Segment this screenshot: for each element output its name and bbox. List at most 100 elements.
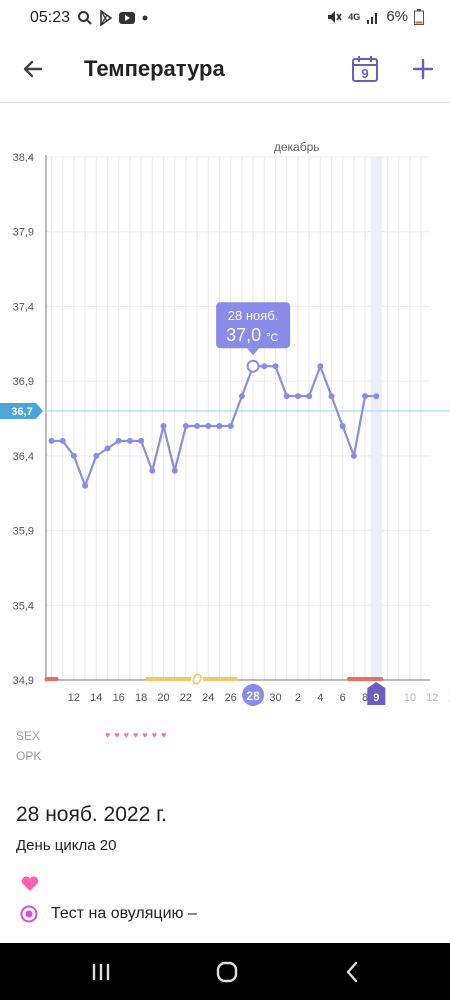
battery-percent: 6% — [386, 8, 408, 25]
y-tick-label: 36,9 — [13, 376, 34, 388]
calendar-day-number: 9 — [361, 66, 368, 81]
x-tick-label: 26 — [225, 692, 237, 704]
temperature-point — [93, 452, 100, 459]
temperature-point — [104, 445, 111, 452]
temperature-point — [126, 437, 133, 444]
system-nav-bar — [0, 943, 450, 1000]
opk-row-label: OPK — [16, 749, 42, 763]
x-tick-label: 24 — [202, 692, 214, 704]
x-tick-label: 6 — [340, 692, 346, 704]
cycle-day: День цикла 20 — [16, 837, 117, 854]
ovulation-test-icon[interactable] — [20, 905, 38, 923]
ovulation-marker — [192, 673, 202, 685]
play-store-icon — [100, 10, 113, 26]
x-tick-label-today: 9 — [373, 692, 379, 704]
youtube-icon — [119, 12, 135, 24]
y-axis-labels: 34,9 35,4 35,9 36,4 36,9 37,4 37,9 38,4 — [13, 152, 34, 687]
y-tick-label: 36,4 — [13, 451, 34, 463]
add-icon[interactable] — [408, 54, 438, 84]
temperature-point — [283, 393, 290, 400]
selected-point — [246, 359, 260, 373]
x-tick-label: 14 — [449, 692, 450, 704]
cover-line-badge: 36,7 — [0, 403, 43, 420]
temperature-point — [59, 437, 66, 444]
y-tick-label: 35,9 — [13, 526, 34, 538]
selected-date: 28 нояб. 2022 г. — [16, 803, 168, 826]
recent-apps-icon[interactable] — [86, 957, 116, 987]
temperature-point — [70, 452, 77, 459]
today-column-highlight — [370, 157, 382, 680]
temperature-point — [272, 363, 279, 370]
temperature-point — [328, 393, 335, 400]
network-4g-icon: 4G — [348, 11, 361, 22]
temperature-point — [350, 452, 357, 459]
calendar-today-icon[interactable]: 9 — [351, 55, 379, 83]
x-tick-label: 22 — [180, 692, 192, 704]
x-tick-label: 18 — [135, 692, 147, 704]
status-notification-icons — [77, 9, 149, 27]
status-system-icons: 4G 6% — [326, 8, 424, 25]
x-tick-label-selected: 28 — [246, 689, 260, 703]
sex-heart-marker: ♥ — [161, 730, 167, 740]
status-bar: 05:23 4G 6% — [0, 0, 450, 36]
back-arrow-icon[interactable] — [18, 54, 48, 84]
home-icon[interactable] — [212, 957, 242, 987]
y-tick-label: 38,4 — [13, 152, 34, 164]
signal-icon — [367, 12, 378, 24]
back-nav-icon[interactable] — [338, 957, 368, 987]
tooltip-unit: °C — [266, 332, 278, 344]
x-tick-label: 14 — [90, 692, 102, 704]
heart-icon[interactable] — [20, 874, 40, 894]
month-label: декабрь — [274, 140, 320, 154]
temperature-point — [294, 393, 301, 400]
tooltip-value: 37,0 — [226, 325, 261, 345]
temperature-point — [238, 393, 245, 400]
mute-icon — [328, 10, 342, 23]
temperature-points — [48, 359, 380, 489]
temperature-point — [115, 437, 122, 444]
sex-heart-marker: ♥ — [133, 730, 139, 740]
temperature-point — [306, 393, 313, 400]
temperature-point — [317, 363, 324, 370]
sex-heart-marker: ♥ — [142, 730, 148, 740]
app-bar: Температура 9 — [0, 36, 450, 103]
temperature-point — [227, 422, 234, 429]
temperature-point — [48, 437, 55, 444]
today-marker — [367, 682, 386, 705]
temperature-point — [82, 482, 89, 489]
x-tick-label: 12 — [68, 692, 80, 704]
sex-markers: ♥ ♥ ♥ ♥ ♥ ♥ ♥ — [105, 730, 166, 740]
x-tick-label: 10 — [404, 692, 416, 704]
sex-heart-marker: ♥ — [123, 730, 130, 740]
sex-heart-marker: ♥ — [105, 730, 111, 740]
temperature-point — [138, 437, 145, 444]
y-tick-label: 37,4 — [13, 301, 34, 313]
tooltip: 28 нояб. 37,0 °C — [216, 302, 291, 356]
temperature-point — [171, 467, 178, 474]
battery-low-icon — [414, 8, 424, 25]
search-icon — [78, 11, 92, 25]
temperature-point — [205, 422, 212, 429]
x-tick-label: 16 — [113, 692, 125, 704]
status-time: 05:23 — [30, 9, 71, 26]
x-tick-label: 30 — [269, 692, 281, 704]
temperature-chart[interactable]: 36,7 34,9 35,4 35,9 36,4 36,9 37,4 37,9 38,4 12… — [0, 130, 450, 720]
selected-day-circle — [242, 684, 265, 706]
sex-heart-marker: ♥ — [151, 730, 158, 740]
x-tick-label: 20 — [157, 692, 169, 704]
ovulation-test-label[interactable]: Тест на овуляцию – — [51, 905, 197, 922]
sex-row-label: SEX — [16, 729, 41, 743]
temperature-point — [160, 422, 167, 429]
x-tick-label: 12 — [426, 692, 438, 704]
temperature-line — [51, 365, 377, 487]
x-tick-label: 2 — [295, 692, 301, 704]
y-tick-label: 34,9 — [13, 675, 34, 687]
cycle-bands — [44, 673, 384, 686]
cover-line-label: 36,7 — [11, 406, 32, 418]
temperature-point — [149, 467, 156, 474]
temperature-point — [362, 393, 369, 400]
x-axis-labels: 1214161820222426283024689101214 — [68, 682, 450, 706]
dot-icon — [142, 15, 148, 21]
temperature-point — [339, 422, 346, 429]
y-tick-label: 37,9 — [13, 227, 34, 239]
